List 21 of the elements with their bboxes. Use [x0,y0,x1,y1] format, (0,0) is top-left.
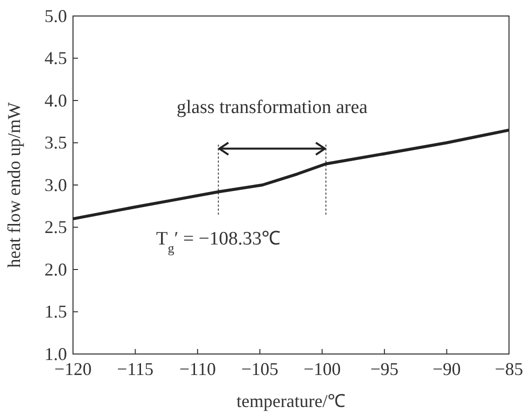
y-tick-label: 1.0 [44,344,67,364]
y-tick-label: 1.5 [44,302,67,322]
y-axis-title: heat flow endo up/mW [4,102,24,268]
y-tick-label: 5.0 [44,6,67,26]
y-tick-label: 2.0 [44,259,67,280]
y-tick-label: 3.0 [44,174,67,195]
ref-line-label: T$_{g}$′ = −108.33℃ [156,228,281,256]
x-tick-label: −100 [304,358,341,379]
y-tick-label: 4.0 [44,90,67,110]
y-tick-label: 2.5 [44,217,67,238]
x-tick-label: −115 [117,358,154,379]
x-tick-label: −105 [241,358,278,379]
line-series [72,128,510,220]
x-tick-label: −85 [494,358,524,379]
y-tick-label: 4.5 [44,48,67,68]
x-tick-label: −110 [179,358,216,379]
x-tick-label: −95 [370,358,399,379]
x-tick-label: −90 [432,358,461,379]
y-tick-label: 3.5 [44,132,67,153]
x-axis-title: temperature/℃ [236,391,346,411]
annotation: glass transformation area [176,96,368,118]
